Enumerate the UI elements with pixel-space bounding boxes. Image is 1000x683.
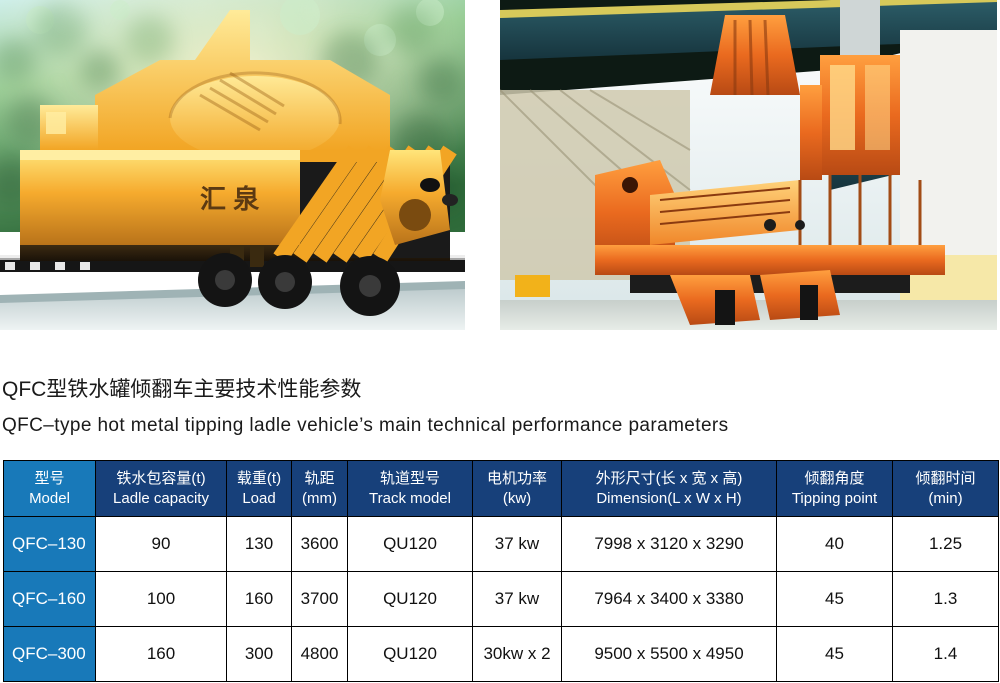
svg-text:汇 泉: 汇 泉 <box>200 184 260 214</box>
